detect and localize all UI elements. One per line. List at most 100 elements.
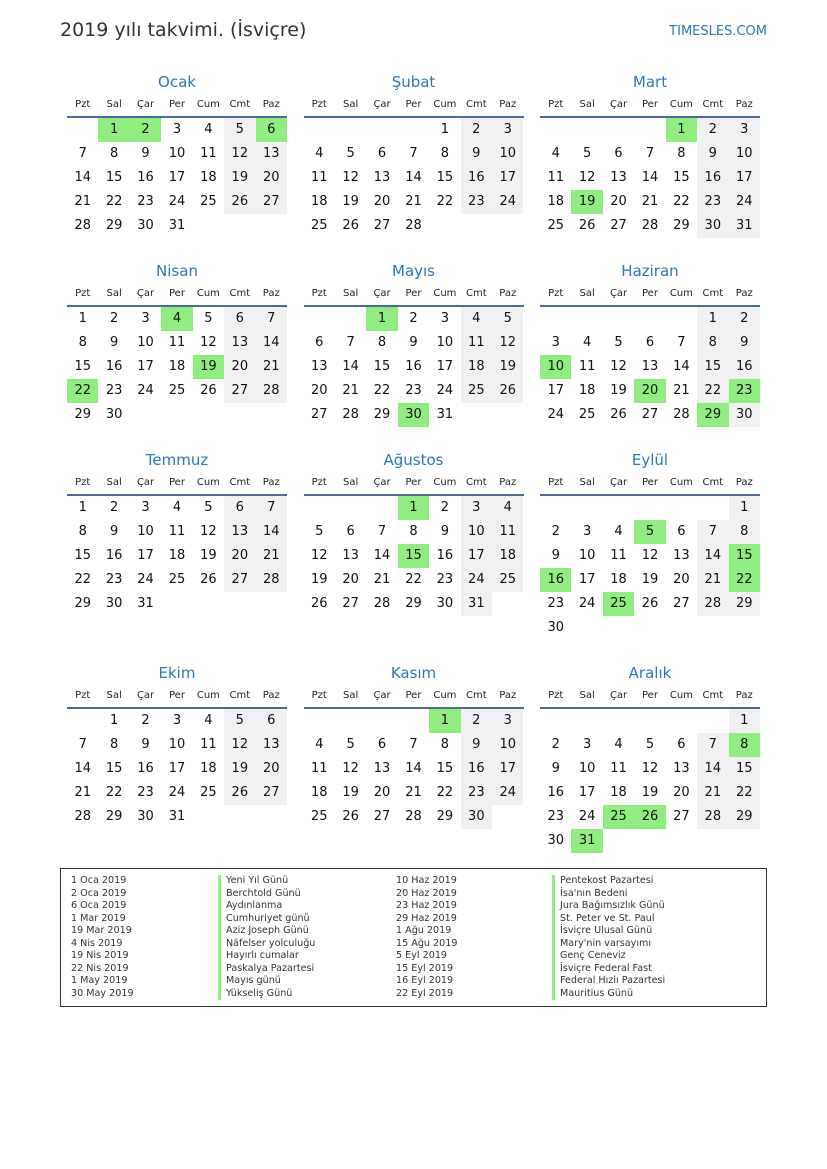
weekday-label: Per — [169, 690, 185, 701]
month-name: Kasım — [390, 664, 437, 682]
day-cell: 14 — [74, 761, 91, 776]
day-cell — [634, 616, 665, 640]
day-cell: 9 — [109, 524, 119, 539]
month-11: Aralık Pzt Sal Çar Per Cum Cmt Paz 1 2 3 4 5 6 7 8 9 10 11… — [540, 663, 760, 876]
day-cell: 15 — [436, 761, 454, 776]
day-cell: 26 — [492, 379, 524, 403]
weekday-label: Cum — [196, 477, 220, 488]
day-cell: 11 — [200, 737, 217, 752]
week-row: 25 26 27 28 29 30 31 — [540, 214, 760, 238]
holiday-date: 23 Haz 2019 — [396, 900, 457, 911]
week-row: 4 5 6 7 8 9 10 — [304, 733, 524, 757]
day-cell: 10 — [137, 335, 154, 350]
day-cell: 1 — [109, 713, 119, 728]
day-cell: 15 — [697, 355, 729, 379]
month-row: Ocak Pzt Sal Çar Per Cum Cmt Paz 1 2 3 4 5 6 7 8 9 10 11 12… — [67, 72, 760, 261]
holiday-name: St. Peter ve St. Paul — [552, 912, 665, 925]
day-cell — [130, 403, 161, 427]
day-cell: 15 — [397, 544, 430, 568]
day-cell — [335, 307, 366, 331]
day-cell: 29 — [105, 809, 123, 824]
day-cell: 28 — [74, 218, 91, 233]
day-cell: 25 — [602, 805, 635, 829]
day-cell: 21 — [342, 383, 359, 398]
day-cell: 4 — [161, 307, 193, 331]
holiday-name: Genç Ceneviz — [552, 950, 665, 963]
weekday-label: Cum — [196, 99, 220, 110]
holiday-name: Näfelser yolculuğu — [218, 937, 315, 950]
month-row: Ekim Pzt Sal Çar Per Cum Cmt Paz 1 2 3 4 5 6 7 8 9 10 11 12… — [67, 663, 760, 876]
weekday-header: Pzt Sal Çar Per Cum Cmt Paz — [67, 683, 287, 709]
day-cell: 18 — [200, 761, 217, 776]
day-cell: 12 — [641, 761, 659, 776]
day-cell: 2 — [460, 709, 493, 733]
day-cell: 29 — [728, 592, 760, 616]
day-cell: 22 — [673, 194, 690, 209]
day-cell: 16 — [460, 757, 493, 781]
day-cell: 9 — [728, 331, 760, 355]
day-cell: 3 — [492, 118, 524, 142]
day-cell — [335, 496, 366, 520]
day-cell: 28 — [697, 592, 729, 616]
weekday-label: Sal — [343, 477, 359, 488]
weekday-label: Cmt — [465, 288, 487, 299]
week-row: 8 9 10 11 12 13 14 — [67, 520, 287, 544]
brand-link[interactable]: TIMESLES.COM — [669, 24, 767, 39]
holiday-name: Jura Bağımsızlık Günü — [552, 900, 665, 913]
day-cell: 11 — [492, 520, 524, 544]
weekday-label: Pzt — [75, 288, 91, 299]
day-cell: 26 — [641, 596, 659, 611]
day-cell: 1 — [78, 311, 87, 326]
day-cell: 31 — [137, 596, 154, 611]
day-cell: 24 — [492, 190, 524, 214]
day-cell — [161, 403, 192, 427]
day-cell: 23 — [460, 190, 493, 214]
week-row: 6 7 8 9 10 11 12 — [304, 331, 524, 355]
month-name: Ağustos — [383, 451, 444, 469]
day-cell: 20 — [342, 572, 359, 587]
day-cell: 24 — [168, 785, 186, 800]
day-cell: 18 — [610, 572, 627, 587]
day-cell: 18 — [547, 194, 564, 209]
day-cell — [666, 496, 697, 520]
day-cell: 11 — [610, 548, 627, 563]
day-cell: 8 — [728, 520, 760, 544]
day-cell: 23 — [728, 379, 760, 403]
day-cell: 5 — [645, 737, 655, 752]
day-cell: 11 — [168, 335, 186, 350]
weekday-label: Per — [405, 99, 422, 110]
day-cell: 26 — [342, 809, 359, 824]
day-cell: 29 — [697, 403, 729, 427]
day-cell: 27 — [224, 379, 256, 403]
day-cell: 23 — [405, 383, 422, 398]
holiday-name: Hayırlı cumalar — [218, 950, 315, 963]
day-cell — [224, 805, 255, 829]
day-cell — [634, 709, 665, 733]
page-title: 2019 yılı takvimi. (İsviçre) — [60, 19, 307, 41]
weekday-label: Cmt — [702, 288, 724, 299]
day-cell: 7 — [697, 733, 729, 757]
weekday-header: Pzt Sal Çar Per Cum Cmt Paz — [540, 92, 760, 118]
day-cell — [540, 496, 571, 520]
day-cell: 18 — [610, 785, 627, 800]
month-2: Mart Pzt Sal Çar Per Cum Cmt Paz 1 2 3 4 5 6 7 8 9 10 11 12… — [540, 72, 760, 261]
holiday-dates: 10 Haz 2019 20 Haz 2019 23 Haz 2019 29 Haz … — [396, 875, 457, 1000]
week-row: 9 10 11 12 13 14 15 — [540, 757, 760, 781]
month-8: Eylül Pzt Sal Çar Per Cum Cmt Paz 1 2 3 4 5 6 7 8 9 10 11 1… — [540, 450, 760, 663]
day-cell: 12 — [200, 335, 217, 350]
day-cell — [304, 709, 335, 733]
weekday-label: Sal — [579, 288, 595, 299]
weekday-header: Pzt Sal Çar Per Cum Cmt Paz — [303, 683, 524, 709]
weekday-label: Paz — [735, 477, 753, 488]
day-cell: 17 — [168, 761, 186, 776]
day-cell: 27 — [373, 218, 391, 233]
day-cell — [603, 709, 634, 733]
day-cell: 21 — [641, 194, 659, 209]
day-cell: 5 — [204, 311, 213, 326]
day-cell: 24 — [168, 194, 186, 209]
month-name: Aralık — [628, 664, 672, 682]
day-cell: 22 — [105, 194, 123, 209]
day-cell: 24 — [460, 568, 493, 592]
